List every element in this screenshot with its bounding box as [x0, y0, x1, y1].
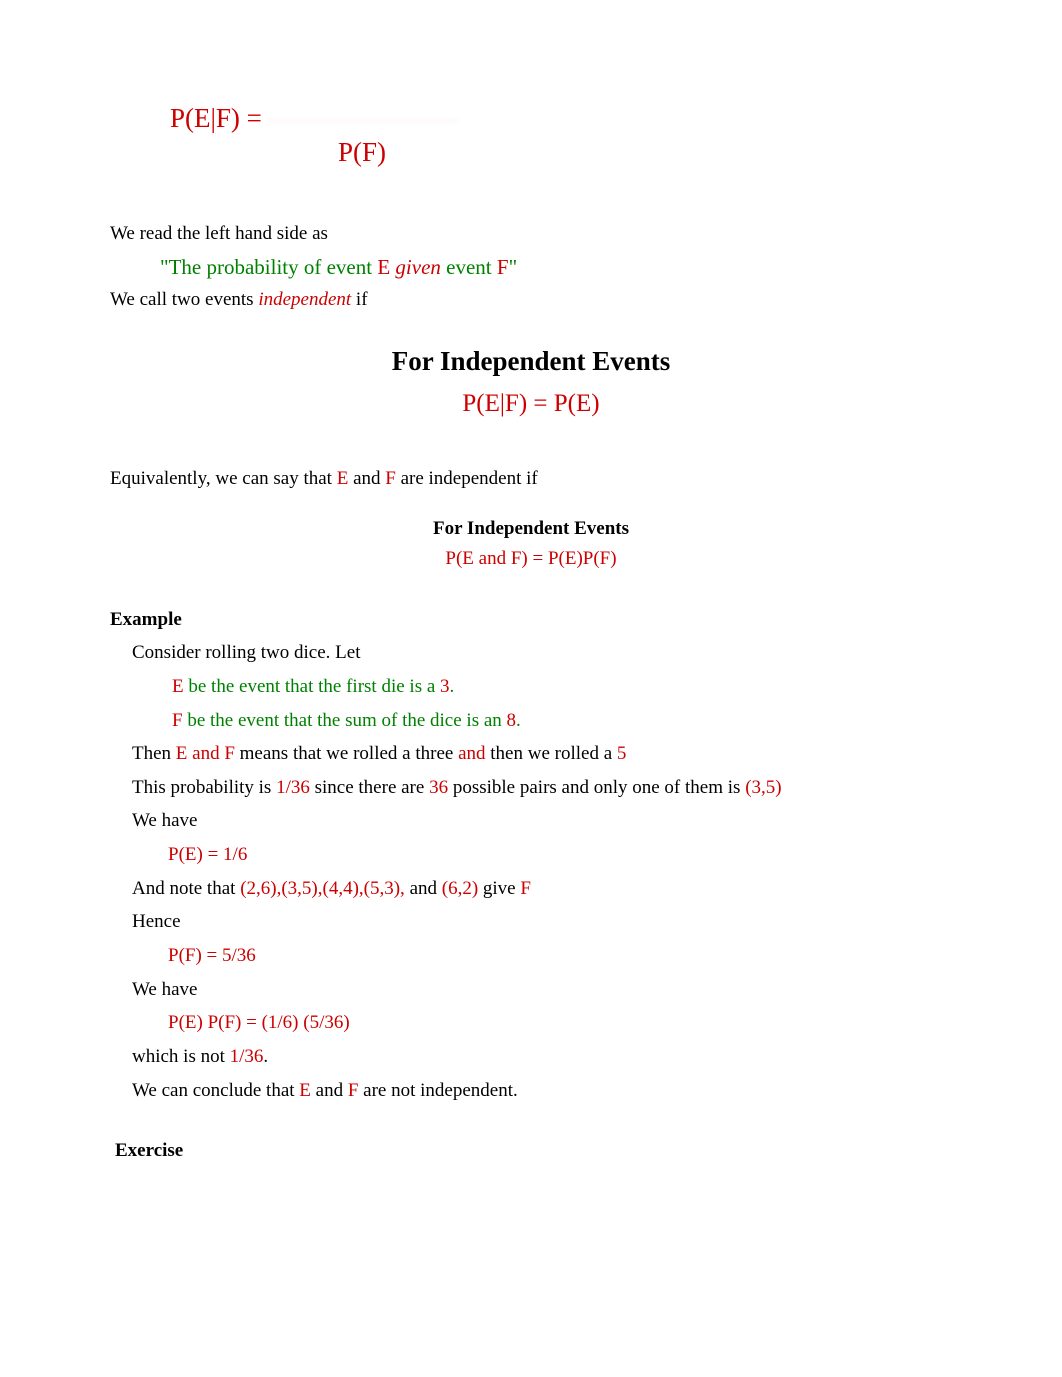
- quote-f: F: [497, 255, 509, 279]
- product-formula: P(E) P(F) = (1/6) (5/36): [168, 1010, 952, 1036]
- conclude-p1: We can conclude that: [132, 1080, 299, 1101]
- note-p2: and: [405, 878, 442, 899]
- cond-denominator: P(F): [338, 134, 952, 170]
- prob-v2: 36: [429, 777, 448, 798]
- then-line: Then E and F means that we rolled a thre…: [132, 741, 952, 767]
- example-heading: Example: [110, 607, 952, 633]
- call-two-p1: We call two events: [110, 289, 258, 310]
- prob-v3: (3,5): [745, 777, 781, 798]
- conditional-probability-formula: P(E|F) = ——————— P(F): [170, 100, 952, 171]
- we-have-1: We have: [132, 808, 952, 834]
- then-and: and: [458, 743, 485, 764]
- pe-formula: P(E) = 1/6: [168, 842, 952, 868]
- f-def-dot: .: [516, 710, 521, 731]
- not-v: 1/36: [230, 1046, 264, 1067]
- e-def-dot: .: [450, 676, 455, 697]
- prob-v1: 1/36: [276, 777, 310, 798]
- equiv-p2: are independent if: [396, 468, 538, 489]
- note-p1: And note that: [132, 878, 240, 899]
- box2-formula: P(E and F) = P(E)P(F): [110, 546, 952, 572]
- independent-word: independent: [258, 289, 351, 310]
- conclude-mid: and: [311, 1080, 348, 1101]
- exercise-heading: Exercise: [115, 1138, 952, 1164]
- cond-lhs: P(E|F) =: [170, 103, 269, 133]
- quote-e: E: [377, 255, 390, 279]
- note-f: F: [520, 878, 531, 899]
- call-two-events: We call two events independent if: [110, 287, 952, 313]
- quote-sp2: event: [441, 255, 497, 279]
- read-intro: We read the left hand side as: [110, 221, 952, 247]
- equiv-f: F: [385, 468, 396, 489]
- equiv-mid: and: [348, 468, 385, 489]
- prob-p2: since there are: [310, 777, 429, 798]
- independent-events-box-2: For Independent Events P(E and F) = P(E)…: [110, 516, 952, 571]
- then-p2: means that we rolled a three: [235, 743, 458, 764]
- not-p1: which is not: [132, 1046, 230, 1067]
- we-have-2: We have: [132, 977, 952, 1003]
- f-def-f: F: [172, 710, 183, 731]
- equiv-e: E: [337, 468, 349, 489]
- quote-given: given: [395, 255, 440, 279]
- note-last: (6,2): [442, 878, 478, 899]
- box1-formula: P(E|F) = P(E): [110, 387, 952, 421]
- probability-line: This probability is 1/36 since there are…: [132, 775, 952, 801]
- quote-end: ": [509, 255, 518, 279]
- then-p3: then we rolled a: [486, 743, 617, 764]
- call-two-p2: if: [351, 289, 367, 310]
- formula-top-row: P(E|F) = ———————: [170, 100, 952, 136]
- e-definition: E be the event that the first die is a 3…: [172, 674, 952, 700]
- quote-p1: "The probability of event: [160, 255, 377, 279]
- conclude-e: E: [299, 1080, 311, 1101]
- note-line: And note that (2,6),(3,5),(4,4),(5,3), a…: [132, 876, 952, 902]
- cond-faded-numerator: ———————: [269, 103, 458, 133]
- then-five: 5: [617, 743, 627, 764]
- then-p1: Then: [132, 743, 176, 764]
- e-def-e: E: [172, 676, 184, 697]
- prob-p3: possible pairs and only one of them is: [448, 777, 745, 798]
- equivalently-line: Equivalently, we can say that E and F ar…: [110, 466, 952, 492]
- independent-events-box-1: For Independent Events P(E|F) = P(E): [110, 343, 952, 421]
- note-tuples: (2,6),(3,5),(4,4),(5,3),: [240, 878, 405, 899]
- f-def-num: 8: [507, 710, 517, 731]
- not-line: which is not 1/36.: [132, 1044, 952, 1070]
- example-body: Consider rolling two dice. Let E be the …: [110, 640, 952, 1103]
- equiv-p1: Equivalently, we can say that: [110, 468, 337, 489]
- pf-formula: P(F) = 5/36: [168, 943, 952, 969]
- box1-title: For Independent Events: [110, 343, 952, 379]
- e-def-mid: be the event that the first die is a: [184, 676, 440, 697]
- then-ef: E and F: [176, 743, 235, 764]
- e-def-num: 3: [440, 676, 450, 697]
- f-definition: F be the event that the sum of the dice …: [172, 708, 952, 734]
- hence-line: Hence: [132, 909, 952, 935]
- box2-title: For Independent Events: [110, 516, 952, 542]
- quote-line: "The probability of event E given event …: [160, 253, 952, 281]
- consider-line: Consider rolling two dice. Let: [132, 640, 952, 666]
- conclude-p2: are not independent.: [358, 1080, 517, 1101]
- note-p3: give: [478, 878, 520, 899]
- not-dot: .: [263, 1046, 268, 1067]
- f-def-mid: be the event that the sum of the dice is…: [183, 710, 507, 731]
- conclude-f: F: [348, 1080, 359, 1101]
- prob-p1: This probability is: [132, 777, 276, 798]
- conclude-line: We can conclude that E and F are not ind…: [132, 1078, 952, 1104]
